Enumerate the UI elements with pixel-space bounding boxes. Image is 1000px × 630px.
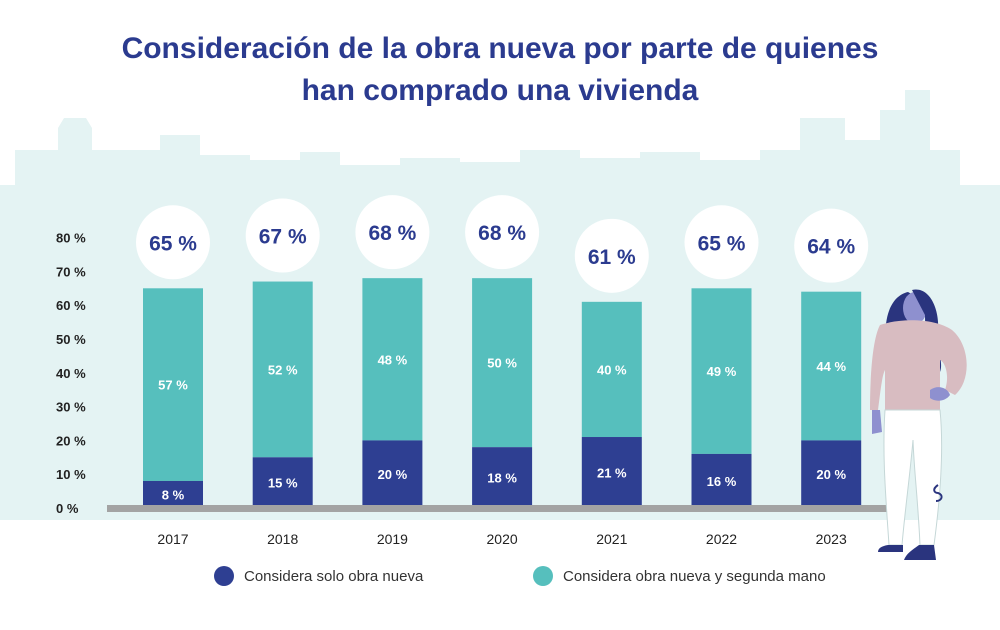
data-label-teal: 50 % [487, 356, 517, 371]
x-tick-label: 2020 [487, 531, 518, 547]
data-label-dark: 16 % [707, 474, 737, 489]
data-label-dark: 18 % [487, 471, 517, 486]
total-label: 67 % [259, 226, 307, 249]
data-label-dark: 20 % [378, 467, 408, 482]
legend-label-teal: Considera obra nueva y segunda mano [563, 567, 826, 585]
y-tick-label: 50 % [56, 332, 86, 347]
bars: 8 % 57 % 65 % 15 % 52 % 67 % 20 % 48 % 68 % 18 % 5… [136, 195, 869, 508]
legend-item-solo-obra-nueva: Considera solo obra nueva [214, 566, 423, 586]
y-tick-label: 70 % [56, 264, 86, 279]
y-tick-label: 60 % [56, 298, 86, 313]
total-label: 68 % [478, 222, 526, 245]
data-label-dark: 15 % [268, 476, 298, 491]
bar-segment-dark [801, 440, 862, 508]
bar-segment-dark [143, 480, 203, 508]
data-label-teal: 49 % [707, 364, 737, 379]
bar-segment-dark [362, 440, 423, 508]
total-label: 68 % [368, 222, 416, 245]
total-bubble [465, 195, 540, 270]
bar-segment-teal [362, 278, 423, 441]
bar-segment-teal [143, 288, 203, 481]
x-tick-label: 2018 [267, 531, 298, 547]
y-tick-label: 10 % [56, 467, 86, 482]
data-label-dark: 21 % [597, 466, 627, 481]
title-line-2: han comprado una vivienda [301, 74, 699, 107]
data-label-teal: 48 % [378, 352, 408, 367]
total-label: 64 % [807, 236, 855, 259]
x-tick-label: 2023 [816, 531, 847, 547]
total-label: 65 % [149, 232, 197, 255]
bar-segment-teal [691, 288, 752, 454]
data-label-teal: 57 % [158, 378, 188, 393]
data-label-dark: 8 % [162, 487, 185, 502]
bar-segment-teal [472, 278, 533, 448]
bar-segment-teal [801, 291, 862, 441]
y-tick-label: 30 % [56, 400, 86, 415]
x-axis-ticks: 2017 2018 2019 2020 2021 2022 2023 [157, 531, 847, 547]
bar-segment-dark [581, 437, 642, 508]
total-bubble [684, 205, 759, 280]
legend-swatch-dark [214, 566, 234, 586]
bar-segment-teal [252, 281, 313, 458]
total-bubble [794, 208, 869, 283]
bar-segment-dark [691, 453, 752, 508]
total-label: 65 % [698, 232, 746, 255]
y-axis-ticks: 0 % 10 % 20 % 30 % 40 % 50 % 60 % 70 % 80 % [56, 231, 86, 516]
x-tick-label: 2019 [377, 531, 408, 547]
x-tick-label: 2021 [596, 531, 627, 547]
x-axis-line [107, 505, 892, 512]
legend-label-dark: Considera solo obra nueva [244, 567, 424, 585]
legend-item-obra-nueva-y-segunda-mano: Considera obra nueva y segunda mano [533, 566, 826, 586]
total-label: 61 % [588, 246, 636, 269]
woman-illustration [870, 289, 967, 560]
y-tick-label: 20 % [56, 433, 86, 448]
total-bubble [574, 218, 649, 293]
x-tick-label: 2017 [157, 531, 188, 547]
y-tick-label: 40 % [56, 366, 86, 381]
bar-segment-dark [472, 447, 533, 508]
x-tick-label: 2022 [706, 531, 737, 547]
total-bubble [355, 195, 430, 270]
chart-title: Consideración de la obra nueva por parte… [0, 28, 1000, 112]
total-bubble [136, 205, 210, 280]
bar-segment-dark [252, 457, 313, 508]
data-label-teal: 44 % [816, 359, 846, 374]
data-label-teal: 52 % [268, 362, 298, 377]
legend-swatch-teal [533, 566, 553, 586]
y-tick-label: 80 % [56, 231, 86, 246]
bar-segment-teal [581, 301, 642, 438]
data-label-teal: 40 % [597, 362, 627, 377]
title-line-1: Consideración de la obra nueva por parte… [121, 32, 879, 65]
y-tick-label: 0 % [56, 501, 79, 516]
total-bubble [245, 198, 320, 273]
data-label-dark: 20 % [816, 467, 846, 482]
